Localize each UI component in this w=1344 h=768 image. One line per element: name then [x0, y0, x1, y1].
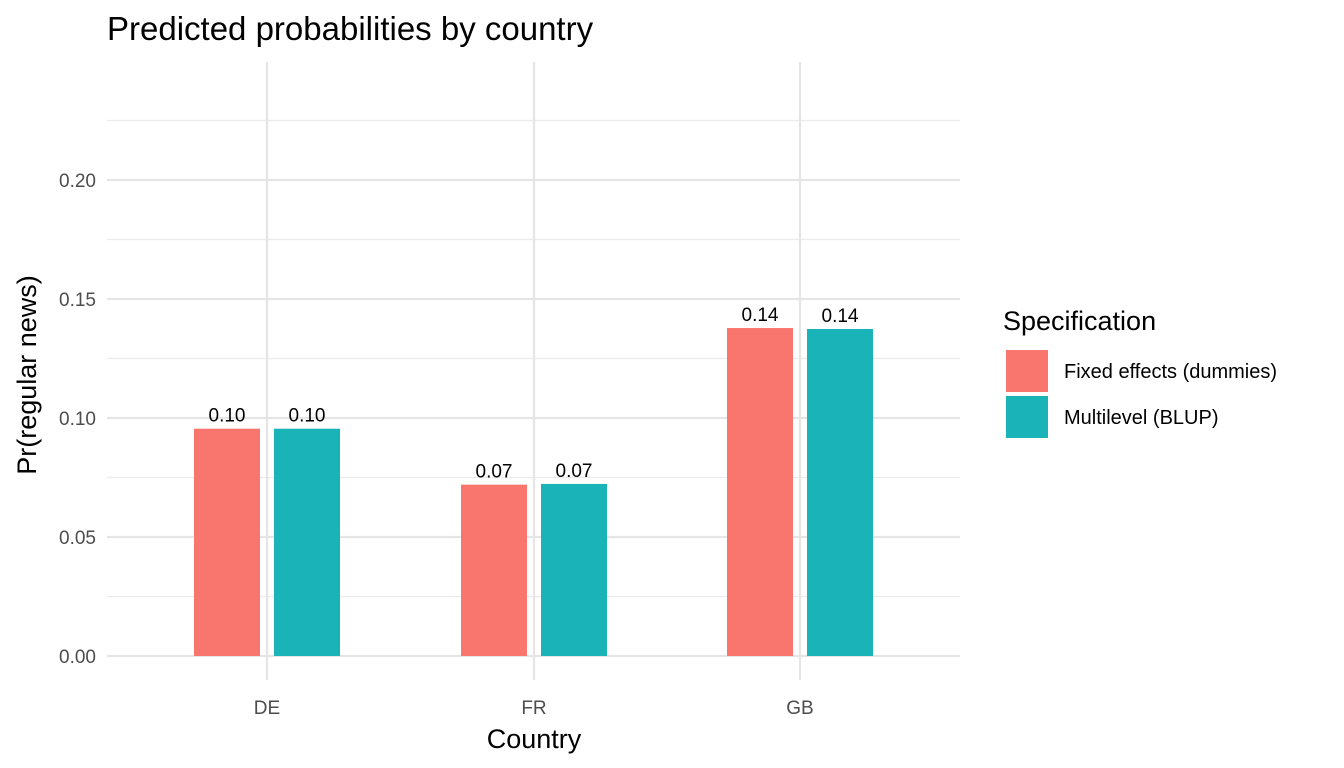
y-axis: 0.00 0.05 0.10 0.15 0.20: [59, 171, 96, 668]
chart-title: Predicted probabilities by country: [107, 10, 594, 47]
bar: [274, 428, 340, 656]
bar: [727, 328, 793, 656]
data-label: 0.14: [742, 305, 779, 326]
bar: [807, 328, 873, 656]
data-label: 0.14: [822, 306, 859, 327]
y-tick-label: 0.00: [59, 647, 96, 668]
bars: [194, 328, 873, 656]
y-axis-title: Pr(regular news): [12, 275, 42, 475]
x-tick-label: GB: [786, 698, 813, 719]
legend-title: Specification: [1003, 306, 1156, 336]
data-label: 0.07: [476, 462, 513, 483]
legend-key: [1006, 396, 1048, 438]
bar: [541, 483, 607, 656]
y-tick-label: 0.15: [59, 290, 96, 311]
legend-key: [1006, 350, 1048, 392]
bar: [461, 484, 527, 656]
legend: Specification Fixed effects (dummies) Mul…: [1003, 306, 1277, 438]
bar: [194, 428, 260, 656]
x-axis-title: Country: [487, 724, 582, 754]
data-labels: 0.10 0.07 0.14 0.10 0.07 0.14: [209, 305, 859, 483]
y-tick-label: 0.10: [59, 409, 96, 430]
x-tick-label: FR: [521, 698, 546, 719]
data-label: 0.10: [289, 406, 326, 427]
x-axis: DE FR GB: [254, 698, 814, 719]
data-label: 0.07: [556, 461, 593, 482]
y-tick-label: 0.20: [59, 171, 96, 192]
legend-label: Fixed effects (dummies): [1064, 361, 1277, 383]
y-tick-label: 0.05: [59, 528, 96, 549]
x-tick-label: DE: [254, 698, 280, 719]
legend-label: Multilevel (BLUP): [1064, 407, 1218, 429]
data-label: 0.10: [209, 406, 246, 427]
